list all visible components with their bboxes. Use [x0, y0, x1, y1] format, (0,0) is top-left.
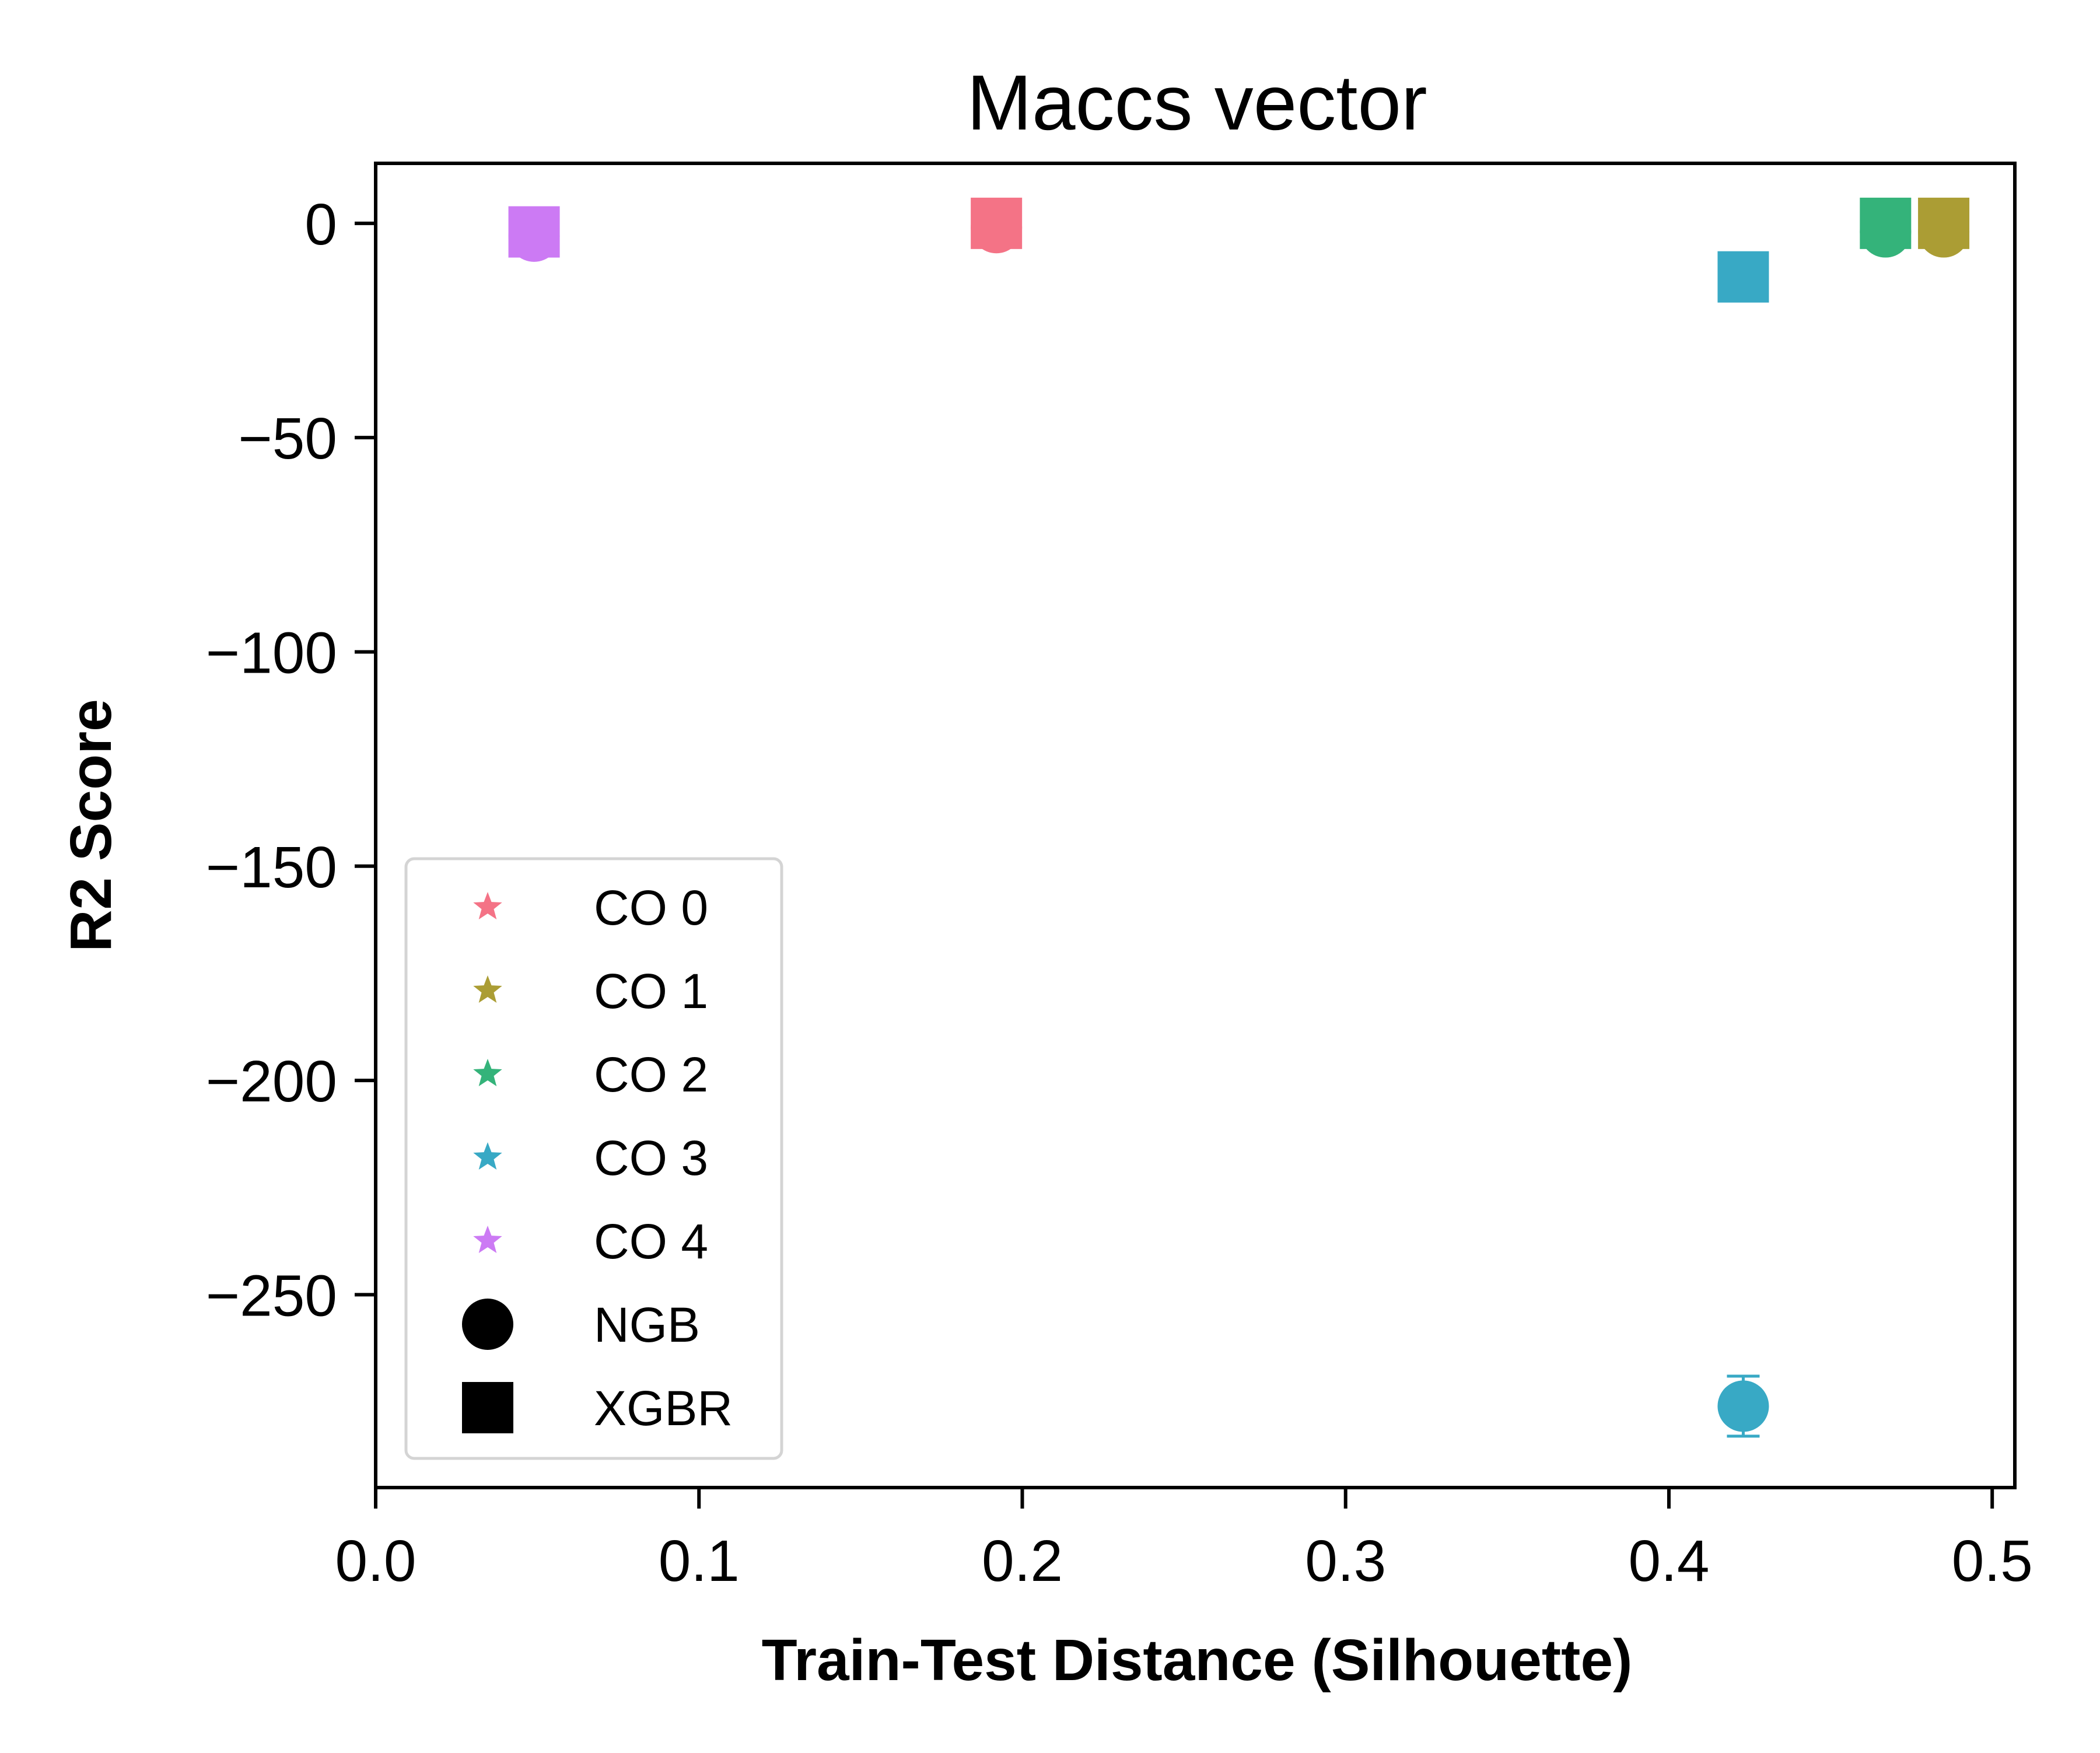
legend-star-icon — [473, 975, 502, 1003]
legend-label: CO 4 — [594, 1214, 708, 1269]
x-tick-label: 0.4 — [1628, 1528, 1709, 1594]
legend-label: NGB — [594, 1297, 700, 1352]
plot-frame — [374, 162, 2017, 1489]
legend-star-icon — [473, 892, 502, 919]
legend-star-icon — [473, 1226, 502, 1253]
xgbr-point — [971, 197, 1023, 249]
x-tick-label: 0.1 — [659, 1528, 740, 1594]
legend: CO 0 CO 1 CO 2 CO 3 CO 4 NGB XGBR — [404, 857, 783, 1460]
legend-star-icon — [473, 1142, 502, 1170]
ngb-point — [1717, 1380, 1769, 1432]
y-axis-label: R2 Score — [58, 699, 124, 952]
y-tick-label: −50 — [238, 406, 337, 471]
x-tick-label: 0.5 — [1952, 1528, 2033, 1594]
x-axis: 0.0 0.1 0.2 0.3 0.4 0.5 — [335, 1488, 2033, 1594]
xgbr-point — [1860, 197, 1912, 249]
x-tick-label: 0.3 — [1305, 1528, 1386, 1594]
legend-label: XGBR — [594, 1381, 733, 1436]
legend-label: CO 0 — [594, 880, 708, 935]
y-tick-label: 0 — [304, 192, 337, 257]
x-tick-label: 0.2 — [982, 1528, 1063, 1594]
y-tick-label: −250 — [206, 1263, 337, 1328]
legend-star-icon — [473, 1059, 502, 1086]
xgbr-point — [1918, 197, 1970, 249]
y-tick-label: −150 — [206, 835, 337, 900]
legend-label: CO 2 — [594, 1047, 708, 1102]
legend-label: CO 1 — [594, 964, 708, 1019]
y-tick-label: −200 — [206, 1049, 337, 1114]
legend-label: CO 3 — [594, 1131, 708, 1185]
x-tick-label: 0.0 — [335, 1528, 416, 1594]
data-points — [508, 197, 1970, 1438]
xgbr-point — [1717, 251, 1769, 303]
y-axis: 0 −50 −100 −150 −200 −250 — [206, 192, 376, 1328]
chart-title: Maccs vector — [967, 60, 1427, 146]
x-axis-label: Train-Test Distance (Silhouette) — [762, 1628, 1633, 1693]
xgbr-point — [508, 206, 560, 258]
legend-circle-icon — [462, 1299, 513, 1350]
legend-square-icon — [462, 1382, 513, 1433]
y-tick-label: −100 — [206, 620, 337, 685]
